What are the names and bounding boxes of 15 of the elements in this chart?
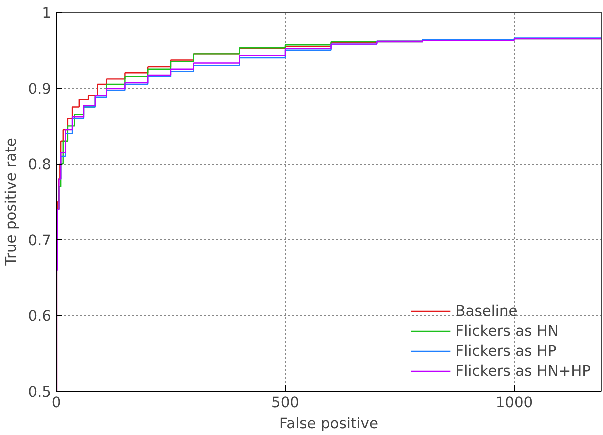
y-tick-label: 0.6 — [28, 308, 52, 326]
legend-label: Flickers as HP — [456, 342, 557, 360]
x-tick-label: 500 — [272, 394, 300, 412]
y-axis-title: True positive rate — [3, 138, 20, 267]
x-tick-label: 1000 — [496, 394, 534, 412]
legend-label: Flickers as HN+HP — [456, 362, 591, 380]
legend-label: Baseline — [456, 302, 518, 320]
y-tick-label: 0.9 — [28, 80, 52, 98]
y-tick-label: 0.8 — [28, 156, 52, 174]
y-tick-label: 0.7 — [28, 232, 52, 250]
x-axis-title: False positive — [280, 416, 378, 432]
y-tick-label: 1 — [42, 5, 52, 22]
y-tick-label: 0.5 — [28, 384, 52, 401]
legend-label: Flickers as HN — [456, 322, 559, 340]
x-tick-label: 0 — [52, 394, 62, 412]
